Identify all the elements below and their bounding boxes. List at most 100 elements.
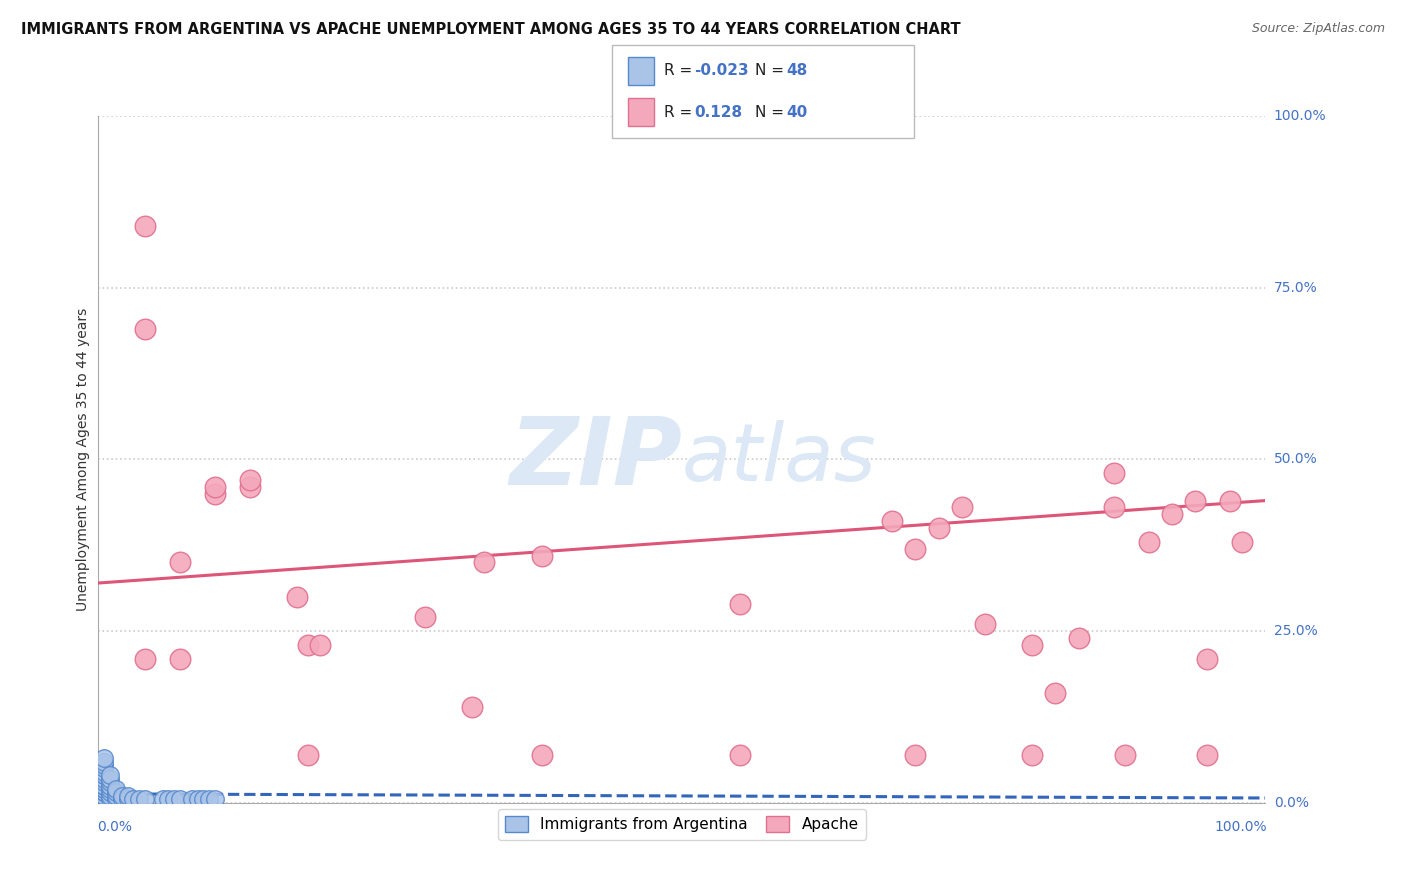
Point — [204, 487, 226, 501]
Point — [93, 751, 115, 765]
Text: 0.0%: 0.0% — [1274, 796, 1309, 810]
Point — [880, 514, 903, 528]
Point — [134, 219, 156, 233]
Point — [93, 779, 115, 793]
Point — [1184, 493, 1206, 508]
Y-axis label: Unemployment Among Ages 35 to 44 years: Unemployment Among Ages 35 to 44 years — [76, 308, 90, 611]
Text: 40: 40 — [786, 104, 807, 120]
Point — [413, 610, 436, 624]
Point — [93, 762, 115, 776]
Point — [1161, 508, 1184, 522]
Text: 0.128: 0.128 — [695, 104, 742, 120]
Point — [117, 792, 139, 806]
Point — [93, 789, 115, 803]
Point — [134, 792, 156, 806]
Point — [93, 792, 115, 806]
Point — [169, 555, 191, 570]
Point — [180, 792, 202, 806]
Point — [98, 779, 121, 793]
Text: 75.0%: 75.0% — [1274, 281, 1317, 294]
Point — [93, 772, 115, 786]
Point — [1045, 686, 1067, 700]
Point — [974, 617, 997, 632]
Point — [297, 638, 319, 652]
Point — [117, 789, 139, 803]
Point — [285, 590, 308, 604]
Text: IMMIGRANTS FROM ARGENTINA VS APACHE UNEMPLOYMENT AMONG AGES 35 TO 44 YEARS CORRE: IMMIGRANTS FROM ARGENTINA VS APACHE UNEM… — [21, 22, 960, 37]
Point — [187, 792, 209, 806]
Point — [98, 768, 121, 782]
Point — [730, 597, 752, 611]
Point — [169, 792, 191, 806]
Point — [157, 792, 180, 806]
Point — [1230, 534, 1253, 549]
Point — [1102, 466, 1125, 480]
Point — [104, 792, 127, 806]
Point — [98, 792, 121, 806]
Point — [163, 792, 186, 806]
Text: ZIP: ZIP — [509, 413, 682, 506]
Point — [198, 792, 221, 806]
Point — [98, 789, 121, 803]
Point — [1067, 631, 1090, 645]
Point — [530, 549, 553, 563]
Point — [98, 782, 121, 797]
Point — [93, 755, 115, 769]
Point — [297, 747, 319, 762]
Legend: Immigrants from Argentina, Apache: Immigrants from Argentina, Apache — [498, 808, 866, 839]
Point — [1195, 651, 1218, 665]
Text: 100.0%: 100.0% — [1274, 109, 1326, 123]
Text: N =: N = — [755, 104, 789, 120]
Point — [93, 785, 115, 799]
Point — [1021, 638, 1043, 652]
Point — [193, 792, 215, 806]
Text: N =: N = — [755, 63, 789, 78]
Point — [93, 758, 115, 772]
Text: R =: R = — [664, 104, 697, 120]
Point — [904, 541, 927, 556]
Point — [309, 638, 332, 652]
Point — [204, 792, 226, 806]
Point — [93, 785, 115, 799]
Point — [239, 480, 262, 494]
Point — [93, 782, 115, 797]
Text: Source: ZipAtlas.com: Source: ZipAtlas.com — [1251, 22, 1385, 36]
Point — [111, 792, 134, 806]
Point — [98, 785, 121, 799]
Point — [98, 772, 121, 786]
Point — [98, 775, 121, 789]
Point — [122, 792, 145, 806]
Point — [1219, 493, 1241, 508]
Point — [93, 779, 115, 793]
Point — [93, 768, 115, 782]
Point — [904, 747, 927, 762]
Point — [111, 789, 134, 803]
Point — [239, 473, 262, 487]
Point — [1021, 747, 1043, 762]
Point — [93, 768, 115, 782]
Point — [134, 651, 156, 665]
Point — [204, 480, 226, 494]
Text: atlas: atlas — [682, 420, 877, 499]
Point — [93, 782, 115, 797]
Point — [93, 789, 115, 803]
Text: -0.023: -0.023 — [695, 63, 749, 78]
Text: 0.0%: 0.0% — [97, 820, 132, 834]
Point — [950, 500, 973, 515]
Point — [93, 792, 115, 806]
Point — [1195, 747, 1218, 762]
Text: R =: R = — [664, 63, 697, 78]
Point — [104, 785, 127, 799]
Point — [472, 555, 495, 570]
Point — [134, 322, 156, 336]
Point — [93, 764, 115, 779]
Text: 25.0%: 25.0% — [1274, 624, 1317, 638]
Point — [530, 747, 553, 762]
Point — [128, 792, 150, 806]
Text: 48: 48 — [786, 63, 807, 78]
Point — [1137, 534, 1160, 549]
Point — [1114, 747, 1136, 762]
Text: 50.0%: 50.0% — [1274, 452, 1317, 467]
Point — [93, 792, 115, 806]
Point — [104, 782, 127, 797]
